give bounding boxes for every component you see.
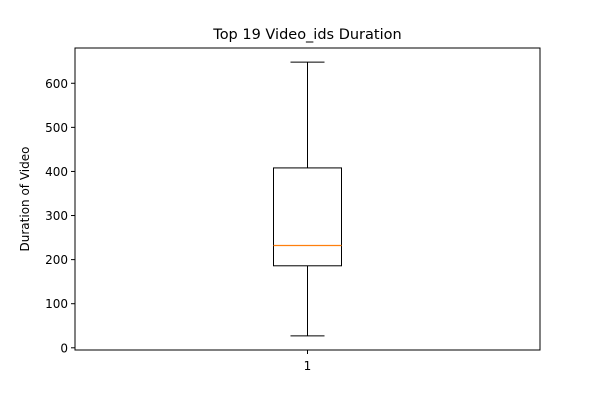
y-tick-label: 200: [45, 253, 68, 267]
plot-area: 0 100 200 300 400 500 600 1: [45, 47, 541, 373]
y-tick-label: 100: [45, 297, 68, 311]
x-tick-label: 1: [304, 359, 312, 373]
y-tick-label: 400: [45, 165, 68, 179]
y-axis-label: Duration of Video: [18, 147, 32, 252]
chart-title: Top 19 Video_ids Duration: [212, 27, 401, 43]
y-tick-label: 500: [45, 121, 68, 135]
y-tick-label: 600: [45, 77, 68, 91]
y-tick-label: 0: [60, 341, 68, 355]
iqr-box: [273, 167, 342, 267]
y-tick-label: 300: [45, 209, 68, 223]
